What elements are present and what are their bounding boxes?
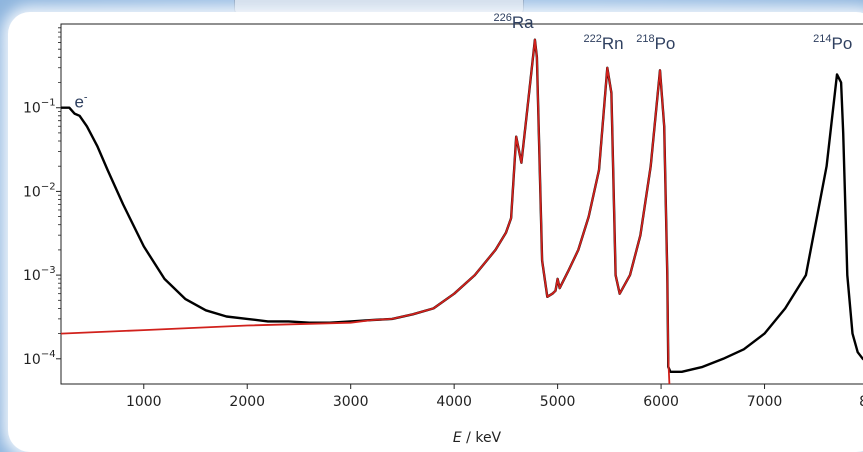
series-measured-line [61,38,863,373]
x-tick-label: 80 [859,394,863,410]
spectrum-chart: 100020003000400050006000700080 10−410−31… [23,12,863,446]
x-axis: 1000 2000 3000 4000 5000 6000 7000 80 [126,384,863,410]
peak-annotations: e- 226Ra 222Rn 218Po 214Po [74,12,852,112]
chart-panel: 100020003000400050006000700080 10−410−31… [8,12,863,452]
y-tick-label: 10−2 [23,181,56,200]
y-tick-label: 10−3 [23,265,56,284]
y-tick-label: 10−1 [23,98,56,117]
x-tick-label: 2000 [229,394,265,410]
plot-frame [60,23,863,385]
x-tick-label: 1000 [126,394,162,410]
x-tick-label: 6000 [643,394,679,410]
series-layer [60,38,863,385]
x-tick-label: 7000 [747,394,783,410]
x-tick-label: 3000 [333,394,369,410]
peak-label: 214Po [813,33,852,53]
peak-label: e- [74,92,87,112]
peak-label: 218Po [636,33,675,53]
x-tick-label: 5000 [540,394,576,410]
x-tick-label: 4000 [436,394,472,410]
peak-label: 222Rn [583,33,623,53]
y-tick-label: 10−4 [23,349,56,368]
peak-label: 226Ra [493,12,534,32]
series-fit-line [60,38,671,385]
y-axis: 10−4 10−3 10−2 10−1 [23,27,61,368]
plot-border [60,23,863,385]
x-axis-label: E / keV [453,430,502,446]
